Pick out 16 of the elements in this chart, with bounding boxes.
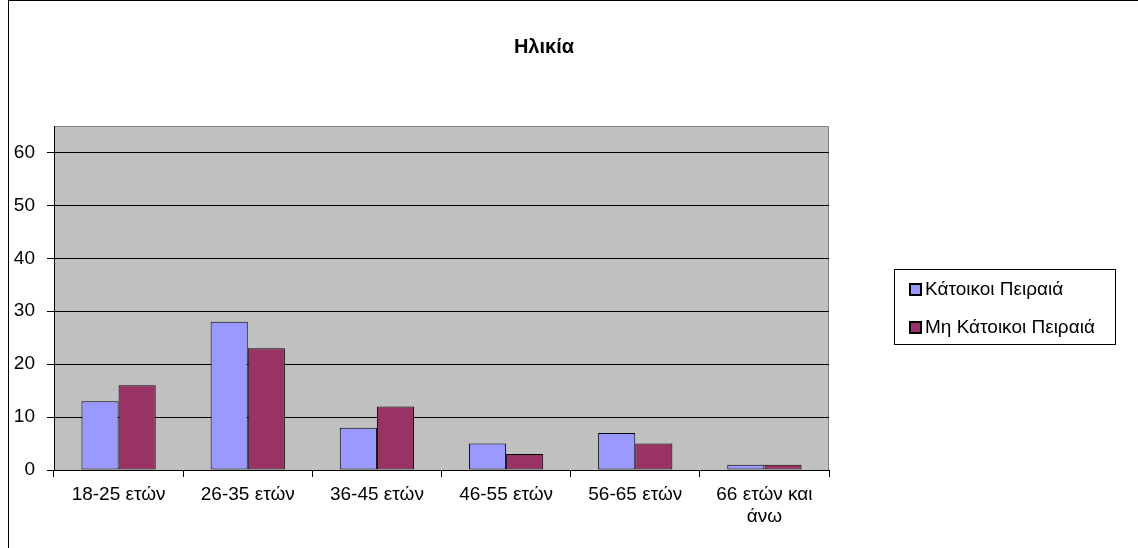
y-tick-label: 50 [13, 193, 35, 215]
x-tick-label: 66 ετών και άνω [716, 482, 813, 527]
y-tick-label: 0 [24, 458, 35, 480]
x-tick-label: 56-65 ετών [588, 482, 683, 504]
x-tick-label: 26-35 ετών [200, 482, 295, 504]
y-tick-label: 10 [13, 405, 35, 427]
x-tick-label: 46-55 ετών [459, 482, 554, 504]
y-tick-label: 20 [13, 352, 35, 374]
y-tick-label: 40 [13, 246, 35, 268]
legend-label: Κάτοικοι Πειραιά [925, 277, 1064, 301]
legend-label: Μη Κάτοικοι Πειραιά [925, 315, 1095, 339]
chart-title: Ηλικία [512, 34, 576, 58]
x-tick-label: 18-25 ετών [71, 482, 166, 504]
y-tick-label: 30 [13, 299, 35, 321]
y-tick-label: 60 [13, 140, 35, 162]
x-tick-label: 36-45 ετών [329, 482, 424, 504]
